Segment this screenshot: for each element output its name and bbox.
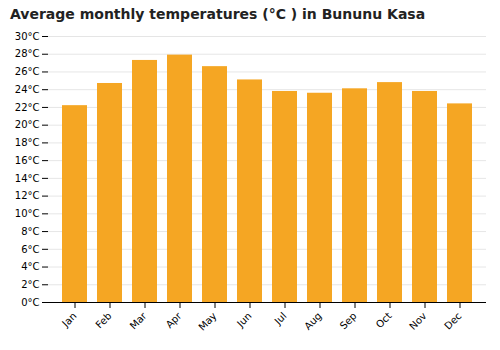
svg-text:Jul: Jul	[272, 310, 289, 327]
svg-text:12°C: 12°C	[15, 190, 40, 201]
svg-text:8°C: 8°C	[21, 226, 39, 237]
svg-text:24°C: 24°C	[15, 84, 40, 95]
svg-text:10°C: 10°C	[15, 208, 40, 219]
svg-text:26°C: 26°C	[15, 66, 40, 77]
svg-text:Aug: Aug	[302, 310, 324, 332]
svg-text:28°C: 28°C	[15, 48, 40, 59]
svg-text:Dec: Dec	[442, 310, 463, 331]
svg-text:May: May	[196, 310, 218, 332]
svg-text:20°C: 20°C	[15, 119, 40, 130]
svg-text:Mar: Mar	[128, 310, 150, 332]
svg-text:Apr: Apr	[164, 310, 185, 331]
svg-text:30°C: 30°C	[15, 31, 40, 42]
svg-text:Feb: Feb	[93, 310, 113, 330]
svg-text:18°C: 18°C	[15, 137, 40, 148]
svg-text:Oct: Oct	[374, 310, 394, 330]
svg-text:0°C: 0°C	[21, 297, 39, 308]
svg-text:Jan: Jan	[59, 310, 78, 329]
svg-text:2°C: 2°C	[21, 279, 39, 290]
svg-text:Nov: Nov	[407, 310, 429, 332]
svg-text:Jun: Jun	[234, 310, 254, 330]
svg-text:22°C: 22°C	[15, 102, 40, 113]
svg-text:Sep: Sep	[338, 310, 359, 331]
svg-text:16°C: 16°C	[15, 155, 40, 166]
svg-text:4°C: 4°C	[21, 261, 39, 272]
html-text:Average monthly temperatures (: Average monthly temperatures (°C ) in Bu…	[10, 6, 426, 22]
svg-text:6°C: 6°C	[21, 244, 39, 255]
svg-text:14°C: 14°C	[15, 173, 40, 184]
